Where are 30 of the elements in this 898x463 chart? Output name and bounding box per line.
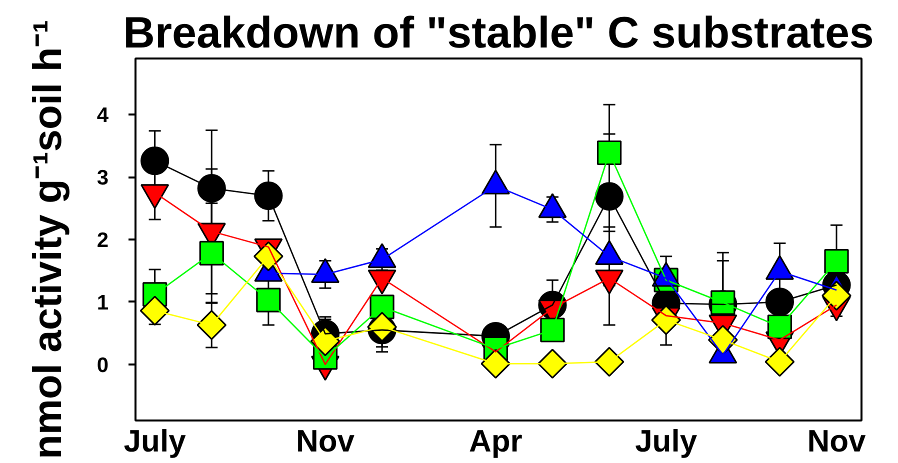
point: [480, 348, 511, 379]
point: [196, 310, 227, 340]
point: [199, 240, 224, 266]
x-tick-label: July: [635, 424, 698, 458]
point: [197, 174, 226, 203]
point: [765, 288, 794, 316]
y-axis-title: nmol activity g⁻¹soil h⁻¹: [26, 20, 70, 460]
point: [822, 280, 852, 311]
x-tick-label: July: [124, 424, 187, 458]
y-tick-label: 2: [96, 229, 109, 252]
chart-title: Breakdown of "stable" C substrates: [123, 8, 874, 58]
y-tick-label: 0: [96, 354, 109, 377]
point: [140, 296, 170, 326]
point: [594, 182, 624, 211]
point: [538, 348, 568, 379]
point: [254, 182, 283, 210]
x-tick-label: Apr: [468, 424, 522, 458]
point: [256, 288, 281, 312]
point: [596, 140, 622, 166]
y-tick-label: 3: [96, 166, 109, 190]
point: [594, 346, 624, 377]
x-tick-label: Nov: [296, 424, 356, 458]
point: [710, 290, 736, 315]
point: [824, 249, 849, 274]
point: [140, 146, 170, 176]
point: [540, 318, 565, 342]
y-tick-label: 1: [96, 291, 109, 314]
x-tick-label: Nov: [807, 424, 867, 458]
point: [764, 346, 795, 377]
y-tick-label: 4: [96, 104, 109, 128]
